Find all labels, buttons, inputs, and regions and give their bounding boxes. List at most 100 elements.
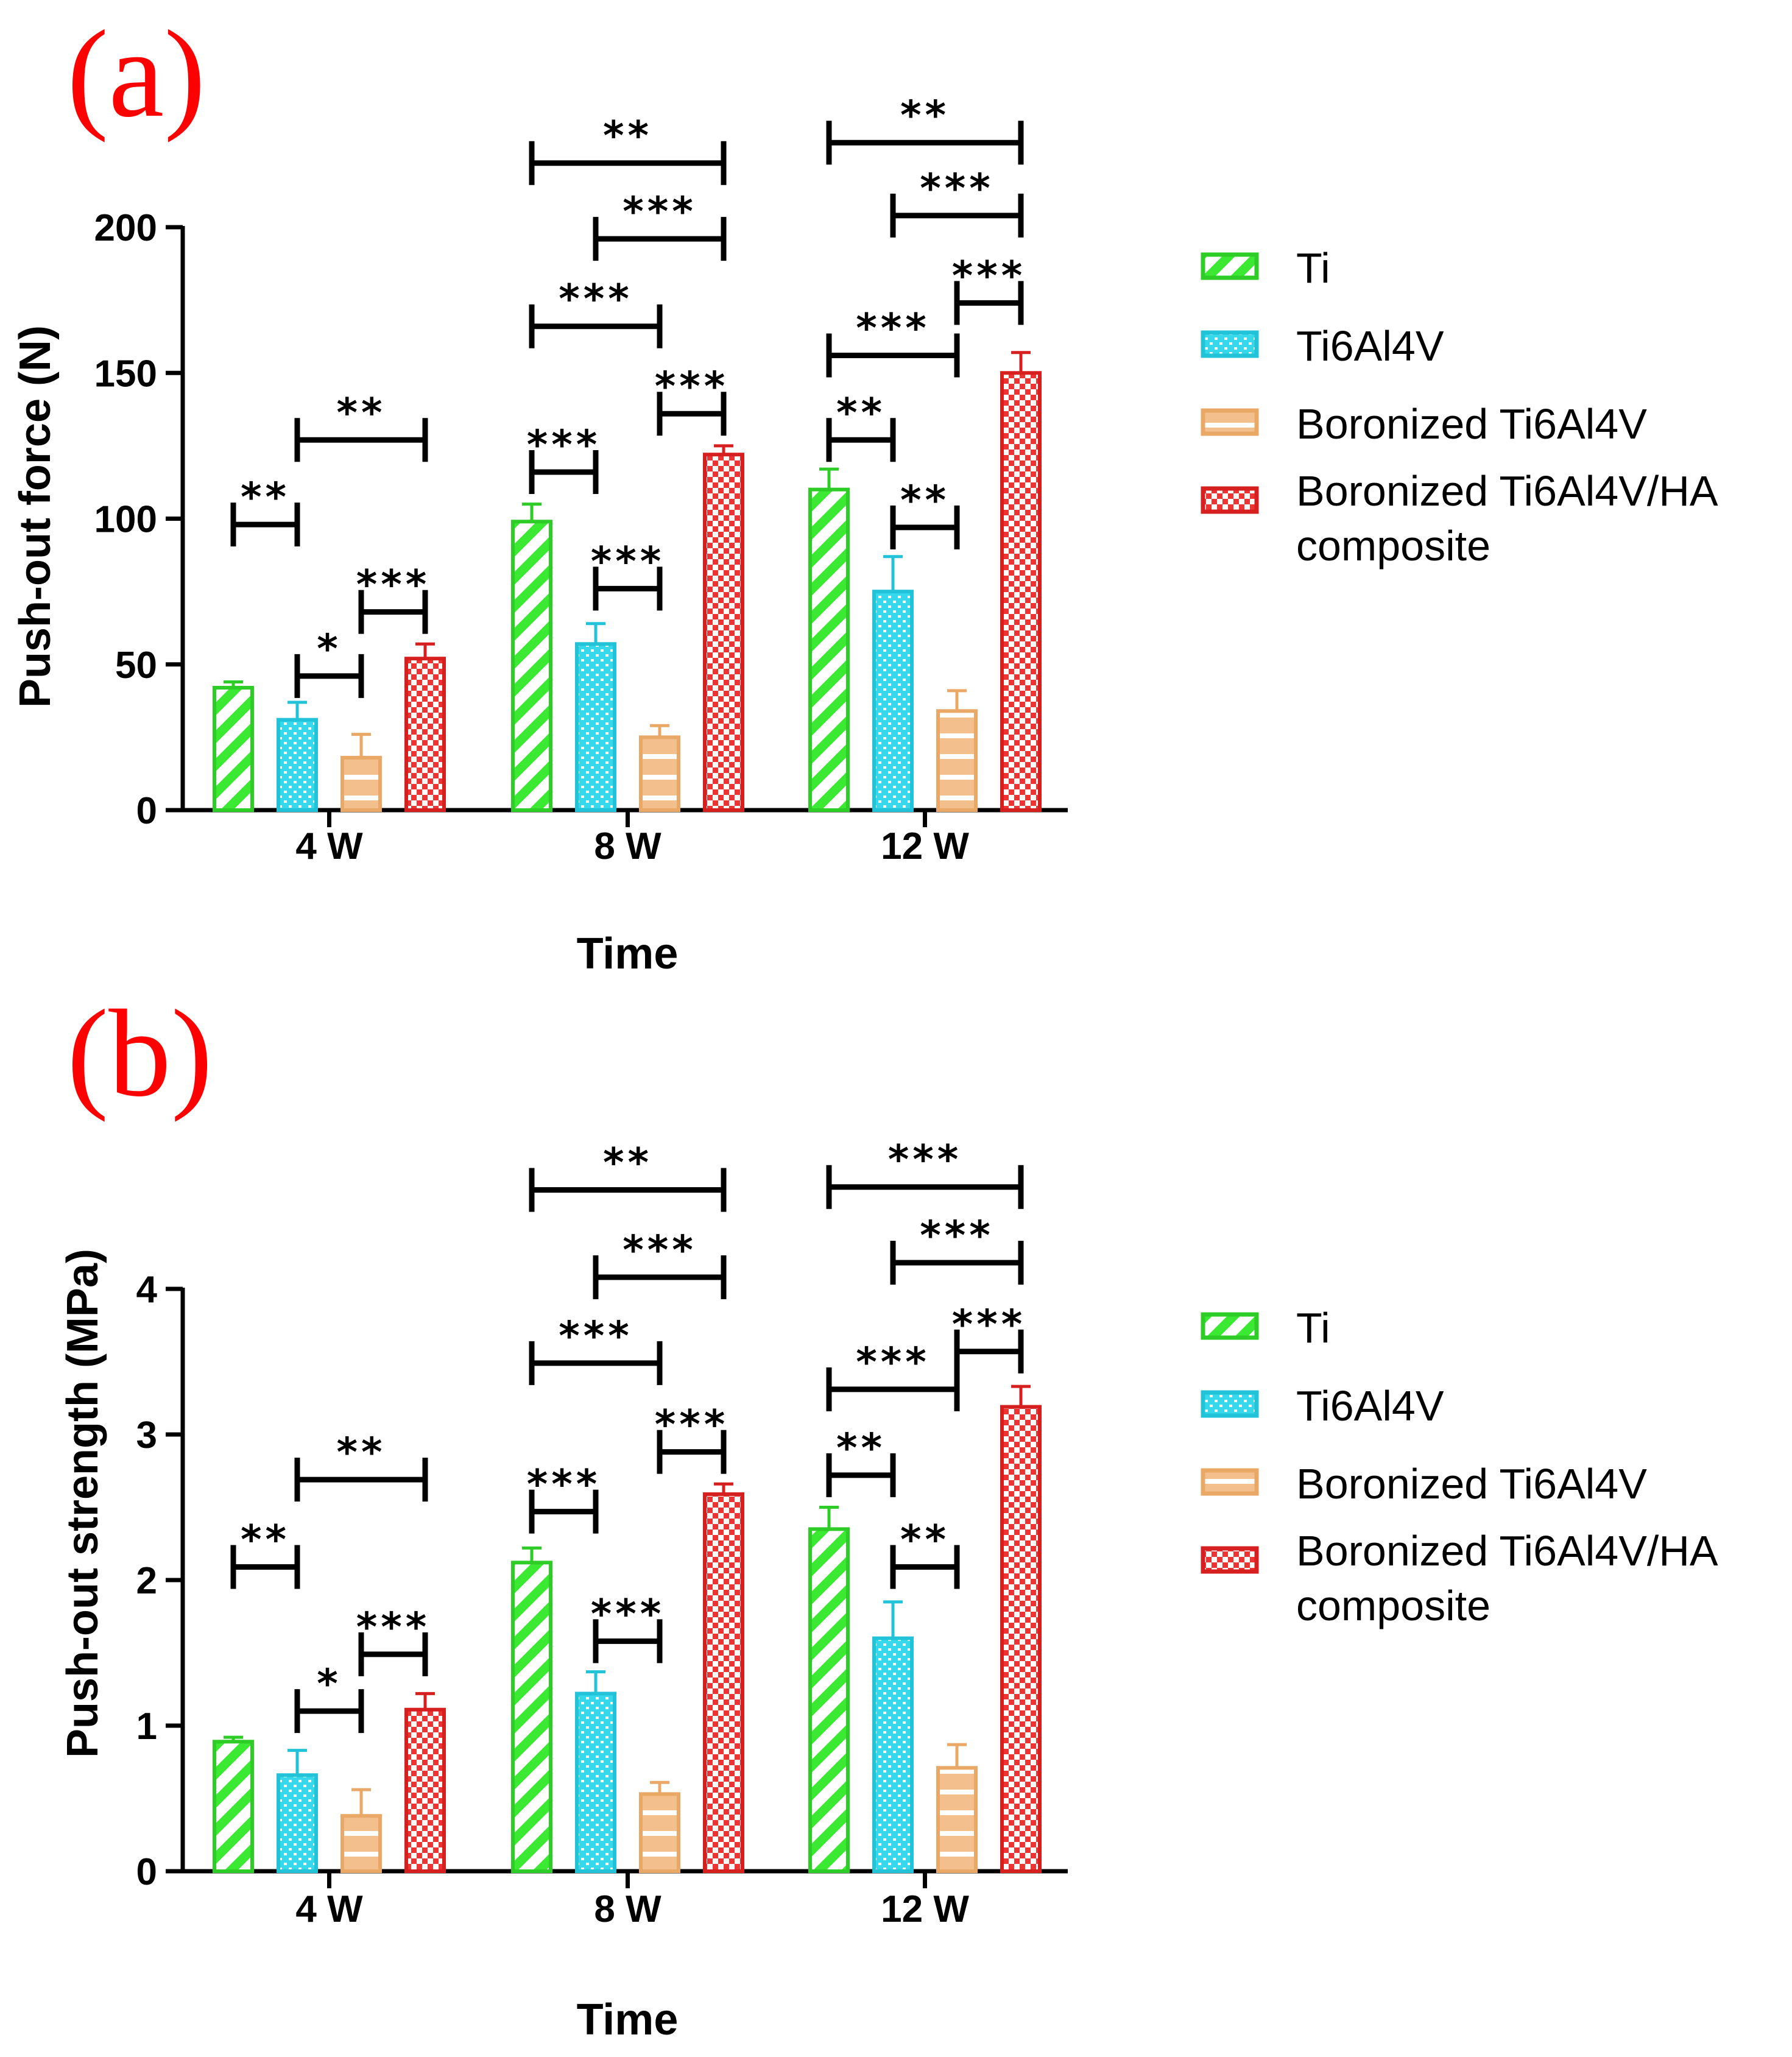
y-tick-label: 0: [136, 790, 157, 832]
significance-bracket: **: [230, 1516, 300, 1589]
significance-bracket: ***: [527, 1461, 601, 1534]
y-tick-label: 1: [136, 1706, 157, 1748]
significance-stars: ***: [527, 1461, 601, 1508]
significance-stars: *: [317, 1660, 342, 1707]
legend-item: Boronized Ti6Al4V/HA composite: [1201, 1527, 1718, 1629]
significance-stars: ***: [559, 1313, 633, 1360]
legend-swatch-dots: [1201, 330, 1259, 358]
significance-stars: ***: [952, 252, 1026, 299]
significance-bracket: ***: [356, 1604, 428, 1676]
bar: [936, 1766, 978, 1874]
panel-label-b: (b): [67, 984, 213, 1123]
significance-bracket: **: [890, 477, 960, 549]
significance-bracket: ***: [529, 276, 663, 348]
significance-stars: ***: [623, 188, 697, 235]
significance-bracket: **: [230, 474, 300, 547]
significance-bracket: *: [294, 1660, 364, 1734]
legend-item: Ti: [1201, 1304, 1330, 1352]
significance-bracket: **: [890, 1516, 960, 1589]
significance-bracket: **: [826, 1425, 896, 1497]
bar: [277, 718, 318, 813]
bar: [703, 453, 744, 812]
significance-stars: **: [900, 1516, 950, 1563]
significance-bracket: **: [826, 92, 1024, 165]
significance-stars: **: [836, 1425, 886, 1472]
x-axis-title-b: Time: [577, 1995, 679, 2044]
legend-swatch-diagonal: [1201, 252, 1259, 280]
significance-bracket: **: [529, 1139, 727, 1212]
significance-bracket: ***: [593, 1227, 727, 1299]
significance-stars: ***: [856, 1339, 930, 1386]
significance-bracket: ***: [356, 562, 431, 634]
legend-swatch-dots: [1201, 1390, 1259, 1418]
legend-label: composite: [1296, 1582, 1490, 1629]
significance-stars: ***: [623, 1227, 697, 1274]
y-tick-label: 150: [94, 353, 157, 395]
y-tick-label: 100: [94, 499, 157, 541]
bar: [404, 657, 446, 813]
significance-stars: **: [336, 1429, 386, 1476]
bar: [1000, 371, 1042, 812]
y-tick-label: 200: [94, 207, 157, 249]
legend-label: Ti: [1296, 244, 1330, 292]
significance-stars: ***: [559, 276, 633, 323]
legend-swatch-diagonal: [1201, 1312, 1259, 1340]
significance-bracket: ***: [890, 1212, 1024, 1285]
legend-swatch-checker: [1201, 1546, 1259, 1574]
significance-stars: ***: [952, 1301, 1026, 1348]
x-axis-title-a: Time: [577, 930, 679, 978]
y-tick-label: 4: [136, 1269, 158, 1311]
significance-bracket: ***: [527, 422, 599, 494]
significance-stars: ***: [591, 538, 665, 585]
chart-panel-a: (a) Push-out force (N) Time 0 50 100 150 200…: [11, 5, 1718, 978]
significance-stars: ***: [356, 562, 431, 609]
bar: [808, 487, 850, 812]
bar: [703, 1492, 744, 1873]
significance-stars: **: [836, 389, 886, 436]
legend-swatch-checker: [1201, 486, 1259, 514]
legend-a: Ti Ti6Al4V Boronized Ti6Al4V Boronized Ti6A…: [1201, 244, 1718, 570]
bar: [511, 520, 552, 812]
y-tick-label: 0: [136, 1851, 157, 1893]
legend-label: Boronized Ti6Al4V: [1296, 1460, 1647, 1508]
legend-label: Boronized Ti6Al4V: [1296, 400, 1647, 448]
significance-stars: **: [241, 1516, 290, 1563]
significance-stars: **: [241, 474, 290, 521]
legend-item: Boronized Ti6Al4V: [1201, 1460, 1647, 1508]
y-tick-label: 50: [115, 644, 157, 686]
bar: [575, 1692, 616, 1873]
significance-stars: **: [900, 477, 950, 524]
significance-bracket: **: [294, 389, 428, 462]
significance-bracket: **: [826, 389, 896, 462]
legend-b: Ti Ti6Al4V Boronized Ti6Al4V Boronized Ti6A…: [1201, 1304, 1718, 1629]
significance-stars: **: [603, 113, 652, 160]
significance-stars: ***: [888, 1137, 962, 1184]
bar: [575, 642, 616, 812]
y-tick-label: 2: [136, 1560, 157, 1602]
legend-label: Ti6Al4V: [1296, 322, 1444, 370]
significance-bracket: ***: [591, 1590, 665, 1664]
significance-stars: ***: [591, 1590, 665, 1637]
significance-bracket: **: [529, 113, 727, 185]
bar: [872, 1636, 914, 1874]
bar: [511, 1561, 552, 1874]
bar: [404, 1707, 446, 1873]
significance-bracket: **: [294, 1429, 428, 1502]
bar: [639, 735, 680, 812]
y-axis-title-a: Push-out force (N): [11, 325, 60, 708]
significance-bracket: *: [294, 626, 364, 698]
significance-bracket: ***: [655, 363, 729, 436]
significance-stars: ***: [920, 1212, 994, 1259]
legend-label: Boronized Ti6Al4V/HA: [1296, 467, 1718, 515]
legend-item: Ti6Al4V: [1201, 1382, 1444, 1430]
legend-label: Boronized Ti6Al4V/HA: [1296, 1527, 1718, 1575]
bar: [340, 1814, 382, 1873]
chart-panel-b: (b) Push-out strength (MPa) Time 0 1 2 3 4 4 …: [58, 984, 1718, 2044]
significance-stars: ***: [655, 363, 729, 410]
bar: [277, 1773, 318, 1874]
y-tick-label: 3: [136, 1414, 157, 1456]
legend-item: Ti6Al4V: [1201, 322, 1444, 370]
significance-stars: ***: [920, 165, 994, 212]
significance-stars: ***: [655, 1402, 729, 1448]
